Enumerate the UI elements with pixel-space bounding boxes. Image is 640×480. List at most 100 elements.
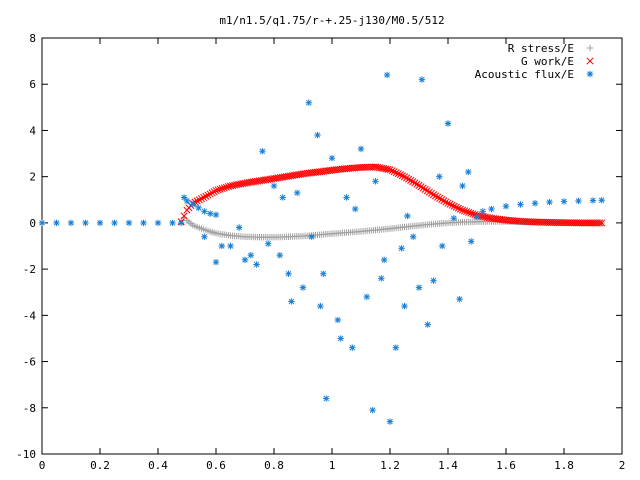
g-work-e-point	[407, 176, 415, 184]
acoustic-flux-e-point	[259, 148, 266, 155]
acoustic-flux-e-point	[270, 182, 278, 190]
acoustic-flux-e-point	[320, 270, 327, 277]
acoustic-flux-e-point	[38, 219, 46, 227]
acoustic-flux-e-point	[378, 275, 385, 282]
acoustic-flux-e-point	[227, 242, 234, 250]
acoustic-flux-e-point	[241, 256, 249, 264]
y-tick-label: 2	[29, 171, 36, 184]
acoustic-flux-e-point	[424, 321, 431, 328]
g-work-e-point	[417, 183, 425, 191]
g-work-e-point	[218, 184, 226, 193]
g-work-e-point	[415, 181, 423, 190]
acoustic-flux-e-point	[468, 238, 475, 245]
y-tick-label: 4	[29, 124, 36, 137]
acoustic-flux-e-point	[253, 261, 260, 268]
acoustic-flux-e-point	[430, 277, 437, 284]
g-work-e-point	[461, 207, 469, 215]
g-work-e-point	[483, 213, 491, 221]
g-work-e-point	[438, 196, 446, 204]
legend-marker	[586, 44, 594, 52]
g-work-e-point	[429, 191, 438, 199]
acoustic-flux-e-point	[415, 284, 423, 291]
g-work-e-point	[396, 171, 404, 179]
acoustic-flux-e-point	[299, 284, 307, 291]
acoustic-flux-e-point	[285, 270, 292, 277]
g-work-e-point	[394, 170, 402, 178]
acoustic-flux-e-point	[236, 224, 243, 231]
acoustic-flux-e-point	[383, 71, 391, 79]
acoustic-flux-e-point	[575, 197, 582, 205]
acoustic-flux-e-point	[589, 197, 597, 204]
acoustic-flux-e-point	[560, 198, 568, 205]
g-work-e-point	[398, 172, 406, 180]
g-work-e-point	[444, 199, 452, 207]
acoustic-flux-e-point	[436, 173, 443, 180]
g-work-e-point	[458, 206, 467, 214]
acoustic-flux-e-point	[125, 219, 133, 227]
g-work-e-point	[427, 189, 435, 197]
g-work-e-point	[479, 212, 487, 221]
g-work-e-point	[413, 180, 421, 188]
acoustic-flux-e-point	[334, 316, 341, 324]
acoustic-flux-e-point	[363, 293, 370, 301]
acoustic-flux-e-point	[369, 406, 376, 414]
acoustic-flux-e-point	[169, 219, 176, 227]
acoustic-flux-e-point	[140, 219, 147, 227]
acoustic-flux-e-point	[337, 335, 344, 342]
legend-label: R stress/E	[508, 42, 574, 55]
acoustic-flux-e-point	[276, 252, 283, 259]
acoustic-flux-e-point	[459, 182, 466, 190]
g-work-e-point	[465, 208, 473, 216]
g-work-e-point	[450, 202, 458, 210]
acoustic-flux-e-point	[67, 219, 75, 227]
legend-label: G work/E	[521, 55, 574, 68]
g-work-e-point	[467, 209, 475, 217]
g-work-e-point	[595, 219, 604, 227]
acoustic-flux-e-point	[386, 418, 394, 425]
acoustic-flux-e-point	[279, 194, 286, 201]
x-tick-label: 0.6	[206, 459, 226, 472]
acoustic-flux-e-point	[247, 252, 254, 259]
acoustic-flux-e-point	[328, 154, 336, 162]
acoustic-flux-e-point	[349, 344, 356, 351]
x-tick-label: 1	[329, 459, 336, 472]
g-work-e-point	[432, 192, 440, 200]
acoustic-flux-e-point	[517, 201, 524, 208]
x-tick-label: 1.2	[380, 459, 400, 472]
acoustic-flux-e-point	[323, 395, 330, 402]
chart-title: m1/n1.5/q1.75/r-+.25-j130/M0.5/512	[219, 14, 444, 27]
g-work-e-point	[392, 169, 400, 177]
acoustic-flux-e-point	[372, 178, 379, 185]
x-tick-label: 1.6	[496, 459, 516, 472]
acoustic-flux-e-point	[212, 258, 220, 266]
acoustic-flux-e-point	[401, 302, 408, 310]
acoustic-flux-e-point	[207, 210, 214, 217]
acoustic-flux-e-point	[82, 219, 89, 227]
g-work-e-point	[388, 167, 396, 175]
acoustic-flux-e-point	[201, 208, 208, 215]
g-work-e-point	[212, 186, 220, 195]
g-work-e-point	[180, 212, 188, 220]
acoustic-flux-e-point	[465, 168, 472, 176]
acoustic-flux-e-point	[352, 205, 359, 213]
g-work-e-point	[193, 197, 201, 205]
g-work-e-point	[222, 183, 230, 191]
g-work-e-point	[197, 195, 206, 203]
g-work-e-point	[442, 198, 450, 206]
g-work-e-point	[204, 191, 212, 199]
acoustic-flux-e-point	[444, 120, 452, 127]
x-tick-label: 1.4	[438, 459, 458, 472]
g-work-e-point	[220, 184, 228, 192]
legend-marker	[586, 57, 594, 65]
y-tick-label: 6	[29, 78, 36, 91]
y-tick-label: -4	[23, 309, 37, 322]
y-tick-label: -8	[23, 402, 36, 415]
acoustic-flux-e-point	[183, 197, 191, 205]
acoustic-flux-e-point	[343, 194, 350, 201]
g-work-e-point	[216, 185, 224, 193]
g-work-e-point	[206, 190, 214, 198]
g-work-e-point	[421, 185, 429, 193]
acoustic-flux-e-point	[308, 233, 315, 240]
x-tick-label: 1.8	[554, 459, 574, 472]
